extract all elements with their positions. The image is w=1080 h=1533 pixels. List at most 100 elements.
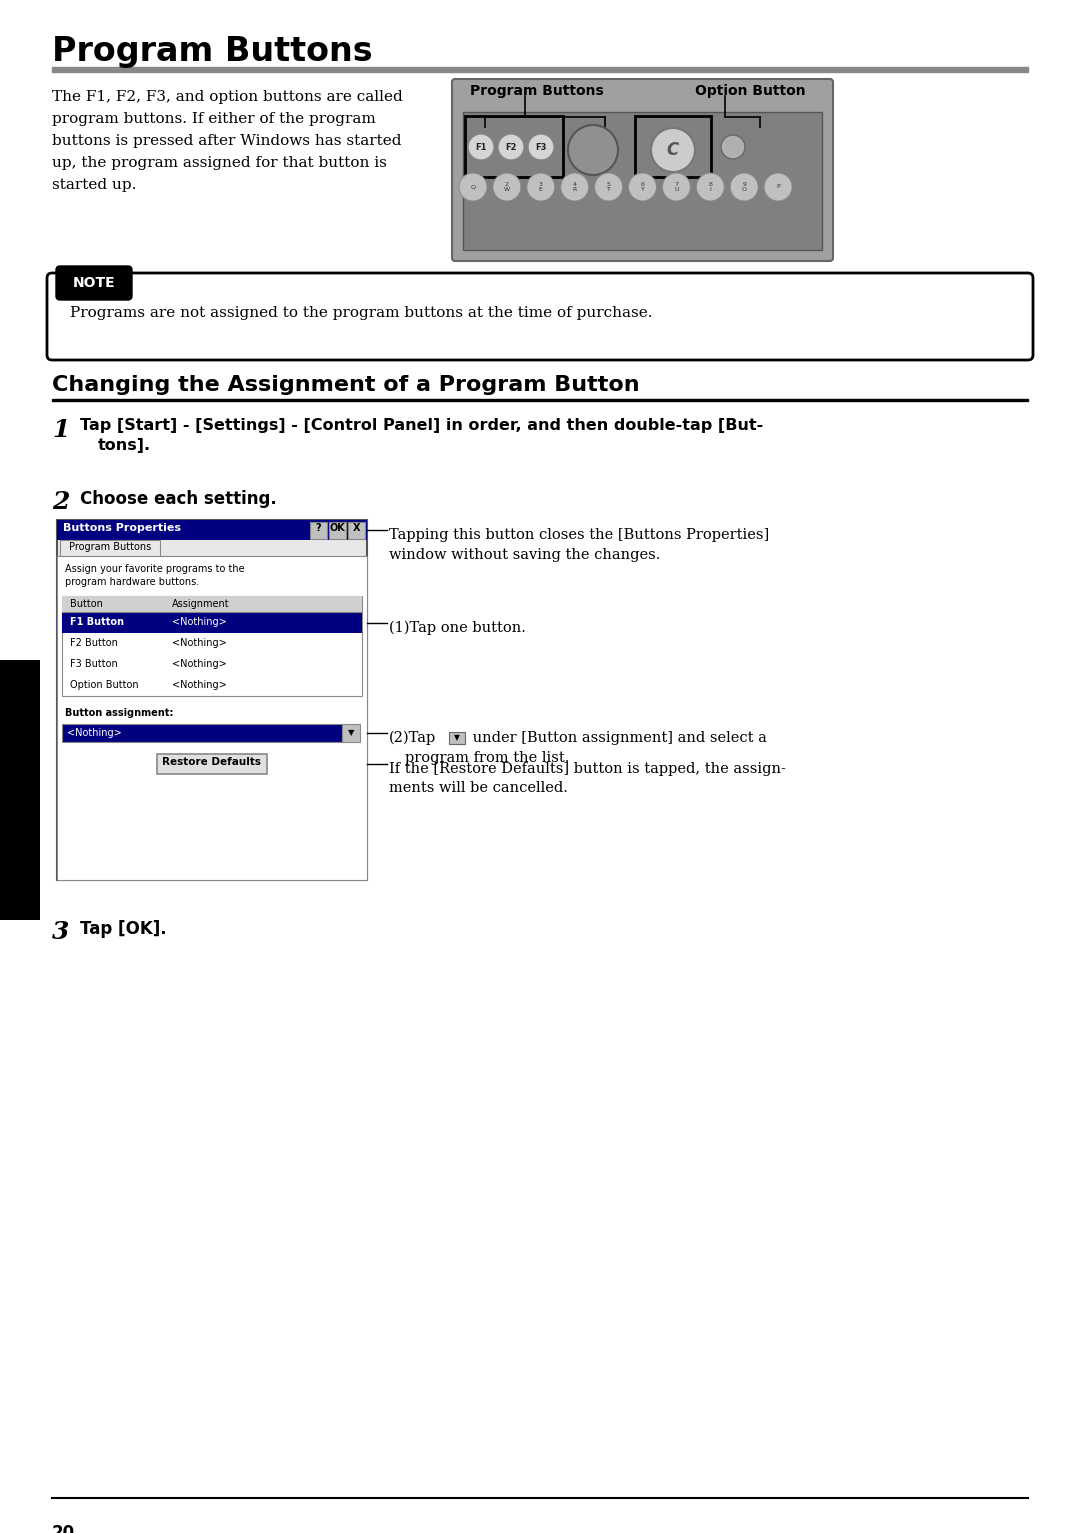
Circle shape bbox=[498, 133, 524, 159]
Circle shape bbox=[528, 133, 554, 159]
Text: <Nothing>: <Nothing> bbox=[67, 728, 122, 737]
Circle shape bbox=[721, 135, 745, 159]
Bar bbox=[348, 523, 365, 540]
Text: 3: 3 bbox=[52, 920, 69, 944]
Text: (2)Tap: (2)Tap bbox=[389, 731, 436, 745]
Circle shape bbox=[730, 173, 758, 201]
Text: X: X bbox=[353, 523, 361, 533]
Circle shape bbox=[527, 173, 555, 201]
Text: F2 Button: F2 Button bbox=[70, 638, 118, 648]
Text: Button: Button bbox=[70, 599, 103, 609]
Text: C: C bbox=[666, 141, 679, 159]
Bar bbox=[635, 117, 711, 176]
Circle shape bbox=[595, 173, 622, 201]
Text: P: P bbox=[777, 184, 780, 190]
Text: Programs are not assigned to the program buttons at the time of purchase.: Programs are not assigned to the program… bbox=[70, 307, 652, 320]
Text: 6
Y: 6 Y bbox=[640, 181, 645, 193]
Text: <Nothing>: <Nothing> bbox=[172, 681, 227, 690]
Text: Button assignment:: Button assignment: bbox=[65, 708, 174, 717]
Text: NOTE: NOTE bbox=[72, 276, 116, 290]
Circle shape bbox=[492, 173, 521, 201]
Bar bbox=[342, 724, 360, 742]
Bar bbox=[52, 67, 1028, 72]
Text: Choose each setting.: Choose each setting. bbox=[80, 491, 276, 507]
Text: 8
I: 8 I bbox=[708, 181, 712, 193]
Bar bbox=[62, 596, 362, 696]
Text: 4
R: 4 R bbox=[572, 181, 577, 193]
Bar bbox=[0, 661, 40, 920]
Text: 5
T: 5 T bbox=[607, 181, 610, 193]
Text: Tap [OK].: Tap [OK]. bbox=[80, 920, 166, 938]
Text: Restore Defaults: Restore Defaults bbox=[162, 757, 261, 766]
Bar bbox=[329, 523, 346, 540]
Text: Tapping this button closes the [Buttons Properties]
window without saving the ch: Tapping this button closes the [Buttons … bbox=[389, 527, 769, 561]
Text: ?: ? bbox=[315, 523, 322, 533]
Circle shape bbox=[459, 173, 487, 201]
Text: F1 Button: F1 Button bbox=[70, 616, 124, 627]
Text: program from the list.: program from the list. bbox=[405, 751, 569, 765]
Text: Assignment: Assignment bbox=[172, 599, 230, 609]
Text: <Nothing>: <Nothing> bbox=[172, 659, 227, 668]
Text: program buttons. If either of the program: program buttons. If either of the progra… bbox=[52, 112, 376, 126]
Text: program hardware buttons.: program hardware buttons. bbox=[65, 576, 199, 587]
Text: up, the program assigned for that button is: up, the program assigned for that button… bbox=[52, 156, 387, 170]
Text: 9
O: 9 O bbox=[742, 181, 746, 193]
Text: started up.: started up. bbox=[52, 178, 136, 192]
Text: Program Buttons: Program Buttons bbox=[470, 84, 604, 98]
Text: 3
E: 3 E bbox=[539, 181, 543, 193]
Text: Option Button: Option Button bbox=[696, 84, 806, 98]
Bar bbox=[60, 540, 160, 556]
Text: Q: Q bbox=[471, 184, 475, 190]
Bar bbox=[465, 117, 563, 176]
Text: If the [Restore Defaults] button is tapped, the assign-
ments will be cancelled.: If the [Restore Defaults] button is tapp… bbox=[389, 762, 786, 796]
Circle shape bbox=[662, 173, 690, 201]
FancyBboxPatch shape bbox=[48, 273, 1032, 360]
Bar bbox=[449, 731, 465, 744]
Bar bbox=[57, 520, 367, 540]
Circle shape bbox=[468, 133, 494, 159]
Circle shape bbox=[629, 173, 657, 201]
Circle shape bbox=[651, 127, 696, 172]
Circle shape bbox=[568, 126, 618, 175]
Circle shape bbox=[697, 173, 725, 201]
Text: buttons is pressed after Windows has started: buttons is pressed after Windows has sta… bbox=[52, 133, 402, 149]
Text: <Nothing>: <Nothing> bbox=[172, 638, 227, 648]
Text: Program Buttons: Program Buttons bbox=[69, 543, 151, 552]
Bar bbox=[463, 112, 822, 250]
Bar bbox=[157, 754, 267, 774]
Text: F1: F1 bbox=[475, 143, 487, 152]
Text: <Nothing>: <Nothing> bbox=[172, 616, 227, 627]
Text: under [Button assignment] and select a: under [Button assignment] and select a bbox=[468, 731, 767, 745]
Circle shape bbox=[561, 173, 589, 201]
Text: Changing the Assignment of a Program Button: Changing the Assignment of a Program But… bbox=[52, 376, 639, 396]
Bar bbox=[52, 399, 1028, 402]
Text: 20: 20 bbox=[52, 1524, 76, 1533]
Bar bbox=[62, 596, 362, 612]
Text: ▼: ▼ bbox=[454, 733, 460, 742]
FancyBboxPatch shape bbox=[453, 80, 833, 261]
Text: tons].: tons]. bbox=[98, 438, 151, 452]
Text: ▼: ▼ bbox=[348, 728, 354, 737]
Circle shape bbox=[764, 173, 792, 201]
Text: F3: F3 bbox=[536, 143, 546, 152]
Text: Tap [Start] - [Settings] - [Control Panel] in order, and then double-tap [But-: Tap [Start] - [Settings] - [Control Pane… bbox=[80, 419, 764, 432]
Bar bbox=[62, 724, 342, 742]
Text: Buttons Properties: Buttons Properties bbox=[63, 523, 181, 533]
Text: Option Button: Option Button bbox=[70, 681, 138, 690]
Text: F2: F2 bbox=[505, 143, 516, 152]
Text: Assign your favorite programs to the: Assign your favorite programs to the bbox=[65, 564, 245, 573]
Bar bbox=[57, 556, 367, 880]
Text: OK: OK bbox=[329, 523, 346, 533]
Text: 7
U: 7 U bbox=[674, 181, 678, 193]
Text: 1: 1 bbox=[52, 419, 69, 442]
Bar bbox=[310, 523, 327, 540]
Bar bbox=[57, 556, 367, 880]
Text: Program Buttons: Program Buttons bbox=[52, 35, 373, 67]
Text: The F1, F2, F3, and option buttons are called: The F1, F2, F3, and option buttons are c… bbox=[52, 90, 403, 104]
Text: (1)Tap one button.: (1)Tap one button. bbox=[389, 621, 526, 635]
Bar bbox=[62, 612, 362, 633]
Text: F3 Button: F3 Button bbox=[70, 659, 118, 668]
Text: 2
W: 2 W bbox=[504, 181, 510, 193]
Bar bbox=[57, 520, 367, 880]
FancyBboxPatch shape bbox=[56, 267, 132, 300]
